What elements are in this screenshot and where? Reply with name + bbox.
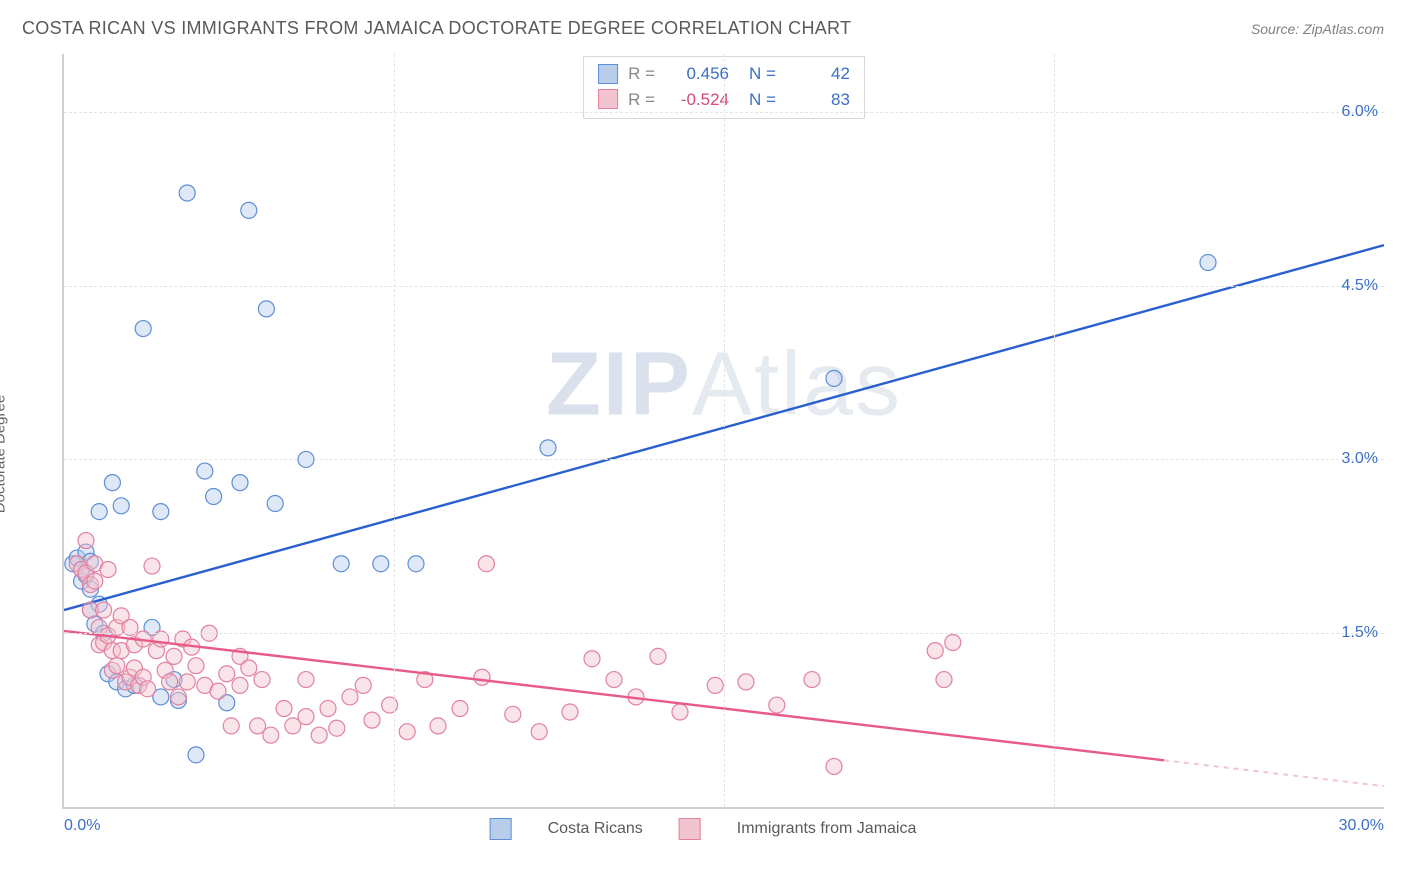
data-point xyxy=(738,674,754,690)
legend-swatch xyxy=(679,818,701,840)
r-label: R = xyxy=(628,61,655,87)
data-point xyxy=(254,672,270,688)
data-point xyxy=(179,674,195,690)
data-point xyxy=(241,660,257,676)
series-swatch xyxy=(598,89,618,109)
data-point xyxy=(650,648,666,664)
n-value: 42 xyxy=(786,61,850,87)
data-point xyxy=(210,683,226,699)
data-point xyxy=(78,533,94,549)
data-point xyxy=(355,677,371,693)
data-point xyxy=(135,321,151,337)
data-point xyxy=(113,498,129,514)
data-point xyxy=(241,202,257,218)
data-point xyxy=(382,697,398,713)
data-point xyxy=(91,504,107,520)
legend-label: Immigrants from Jamaica xyxy=(737,820,917,838)
data-point xyxy=(1200,255,1216,271)
data-point xyxy=(153,504,169,520)
data-point xyxy=(826,758,842,774)
data-point xyxy=(399,724,415,740)
data-point xyxy=(232,475,248,491)
data-point xyxy=(606,672,622,688)
data-point xyxy=(333,556,349,572)
r-value: 0.456 xyxy=(665,61,729,87)
data-point xyxy=(188,658,204,674)
data-point xyxy=(769,697,785,713)
source-attribution: Source: ZipAtlas.com xyxy=(1251,21,1384,37)
n-label: N = xyxy=(749,61,776,87)
plot-area: ZIPAtlas R = 0.456 N = 42 R = -0.524 N =… xyxy=(62,54,1384,809)
legend-swatch xyxy=(490,818,512,840)
y-axis-title: Doctorate Degree xyxy=(0,395,9,513)
data-point xyxy=(298,709,314,725)
n-label: N = xyxy=(749,87,776,113)
data-point xyxy=(87,573,103,589)
data-point xyxy=(223,718,239,734)
data-point xyxy=(276,701,292,717)
data-point xyxy=(162,674,178,690)
data-point xyxy=(206,489,222,505)
data-point xyxy=(373,556,389,572)
data-point xyxy=(320,701,336,717)
data-point xyxy=(96,602,112,618)
data-point xyxy=(140,681,156,697)
r-label: R = xyxy=(628,87,655,113)
data-point xyxy=(540,440,556,456)
legend: Costa Ricans Immigrants from Jamaica xyxy=(490,818,917,840)
data-point xyxy=(562,704,578,720)
data-point xyxy=(927,643,943,659)
data-point xyxy=(408,556,424,572)
y-tick-label: 4.5% xyxy=(1342,277,1378,295)
data-point xyxy=(232,677,248,693)
data-point xyxy=(342,689,358,705)
y-tick-label: 1.5% xyxy=(1342,624,1378,642)
data-point xyxy=(311,727,327,743)
data-point xyxy=(188,747,204,763)
data-point xyxy=(505,706,521,722)
data-point xyxy=(104,475,120,491)
trend-line-extrapolated xyxy=(1164,760,1384,786)
data-point xyxy=(804,672,820,688)
data-point xyxy=(179,185,195,201)
data-point xyxy=(329,720,345,736)
data-point xyxy=(170,689,186,705)
data-point xyxy=(166,648,182,664)
page-title: COSTA RICAN VS IMMIGRANTS FROM JAMAICA D… xyxy=(22,18,851,39)
data-point xyxy=(945,634,961,650)
data-point xyxy=(531,724,547,740)
n-value: 83 xyxy=(786,87,850,113)
data-point xyxy=(478,556,494,572)
data-point xyxy=(474,669,490,685)
legend-label: Costa Ricans xyxy=(548,820,643,838)
data-point xyxy=(826,370,842,386)
data-point xyxy=(100,562,116,578)
data-point xyxy=(672,704,688,720)
correlation-chart: Doctorate Degree ZIPAtlas R = 0.456 N = … xyxy=(22,54,1384,854)
x-axis-min-label: 0.0% xyxy=(64,817,100,835)
data-point xyxy=(263,727,279,743)
data-point xyxy=(109,658,125,674)
data-point xyxy=(219,666,235,682)
y-tick-label: 6.0% xyxy=(1342,103,1378,121)
data-point xyxy=(298,672,314,688)
data-point xyxy=(452,701,468,717)
data-point xyxy=(936,672,952,688)
data-point xyxy=(430,718,446,734)
data-point xyxy=(267,495,283,511)
data-point xyxy=(197,463,213,479)
r-value: -0.524 xyxy=(665,87,729,113)
x-axis-max-label: 30.0% xyxy=(1339,817,1384,835)
data-point xyxy=(707,677,723,693)
data-point xyxy=(144,558,160,574)
series-swatch xyxy=(598,64,618,84)
data-point xyxy=(364,712,380,728)
data-point xyxy=(584,651,600,667)
y-tick-label: 3.0% xyxy=(1342,450,1378,468)
data-point xyxy=(258,301,274,317)
